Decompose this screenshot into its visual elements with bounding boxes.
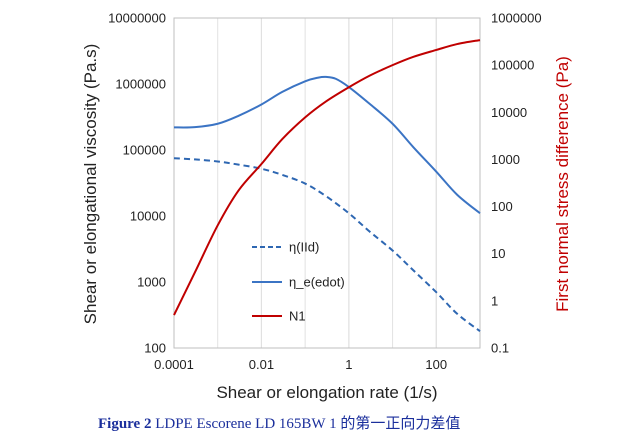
x-tick-label: 100 xyxy=(425,357,447,372)
series-group xyxy=(173,39,481,332)
y-right-tick-label: 1000000 xyxy=(491,11,542,26)
y-left-tick-label: 1000 xyxy=(137,275,166,290)
y-right-tick-label: 1 xyxy=(491,293,498,308)
chart: 0.0001 0.01 1 100 100 1000 10000 100000 1000000 1… xyxy=(81,11,572,403)
tick-labels: 0.0001 0.01 1 100 100 1000 10000 100000 1000000 1… xyxy=(108,11,541,373)
x-axis-label: Shear or elongation rate (1/s) xyxy=(216,383,437,402)
plot-area xyxy=(173,17,481,349)
y-left-tick-label: 10000 xyxy=(130,209,166,224)
legend: η(IId) η_e(edot) N1 xyxy=(252,240,345,324)
caption-text: LDPE Escorene LD 165BW 1 的第一正向力差值 xyxy=(151,416,461,432)
series-line-1 xyxy=(173,157,481,332)
y-right-axis-label: First normal stress difference (Pa) xyxy=(553,56,572,312)
y-right-tick-label: 1000 xyxy=(491,152,520,167)
y-left-tick-label: 1000000 xyxy=(115,77,166,92)
y-left-tick-label: 100 xyxy=(144,341,166,356)
legend-label: η_e(edot) xyxy=(289,275,345,290)
y-left-axis-label: Shear or elongational viscosity (Pa.s) xyxy=(81,44,100,325)
x-tick-label: 0.01 xyxy=(249,357,274,372)
series-line-2 xyxy=(173,75,481,215)
y-right-tick-label: 0.1 xyxy=(491,341,509,356)
figure-caption: Figure 2 LDPE Escorene LD 165BW 1 的第一正向力… xyxy=(98,412,628,432)
figure-label: Figure 2 xyxy=(98,416,152,432)
legend-label: N1 xyxy=(289,309,306,324)
y-right-tick-label: 10000 xyxy=(491,105,527,120)
y-right-tick-label: 10 xyxy=(491,246,505,261)
y-left-tick-label: 10000000 xyxy=(108,11,166,26)
y-right-tick-label: 100000 xyxy=(491,58,534,73)
y-left-tick-label: 100000 xyxy=(123,143,166,158)
series-line-3 xyxy=(173,39,481,316)
grid-lines xyxy=(173,18,481,348)
legend-label: η(IId) xyxy=(289,240,319,255)
x-tick-label: 0.0001 xyxy=(154,357,194,372)
y-right-tick-label: 100 xyxy=(491,199,513,214)
x-tick-label: 1 xyxy=(345,357,352,372)
